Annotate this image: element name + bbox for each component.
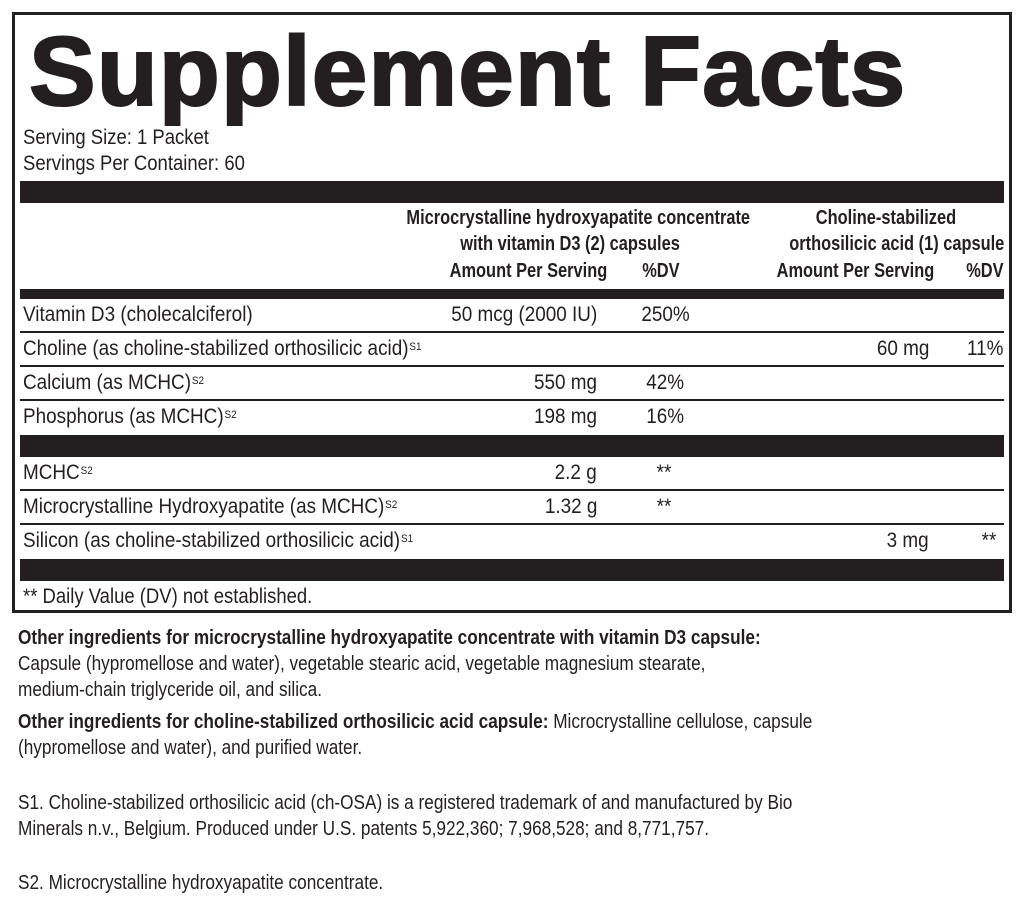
ingredient-name: Silicon (as choline-stabilized orthosili… xyxy=(23,529,414,552)
nutrient-row: Choline (as choline-stabilized orthosili… xyxy=(20,333,1004,367)
serving-size: Serving Size: 1 Packet xyxy=(23,126,209,149)
group1-amount: 550 mg xyxy=(533,371,597,394)
other-ingredients-1-label: Other ingredients for microcrystalline h… xyxy=(18,627,761,649)
group1-dv: ** xyxy=(656,495,671,518)
group2-header-line1: Choline-stabilized xyxy=(815,207,956,229)
other-ingredients-2-line2: (hypromellose and water), and purified w… xyxy=(18,737,363,759)
ingredient-row: Silicon (as choline-stabilized orthosili… xyxy=(20,525,1004,557)
group2-amount: 3 mg xyxy=(886,529,929,552)
note-s1-line1: S1. Choline-stabilized orthosilicic acid… xyxy=(18,792,793,814)
note-s1-line2: Minerals n.v., Belgium. Produced under U… xyxy=(18,818,710,840)
group1-dv: 250% xyxy=(641,303,690,326)
group2-amount-header: Amount Per Serving xyxy=(776,260,934,282)
nutrient-row: Calcium (as MCHC)S2 550 mg 42% xyxy=(20,367,1004,401)
nutrient-name: Choline (as choline-stabilized orthosili… xyxy=(23,337,422,360)
nutrient-row: Vitamin D3 (cholecalciferol) 50 mcg (200… xyxy=(20,299,1004,333)
group1-amount: 2.2 g xyxy=(554,461,597,484)
group1-amount: 198 mg xyxy=(533,405,597,428)
ingredient-name: MCHCS2 xyxy=(23,461,93,484)
group2-amount: 60 mg xyxy=(876,337,929,360)
group1-amount: 50 mcg (2000 IU) xyxy=(450,303,597,326)
group1-header-line2: with vitamin D3 (2) capsules xyxy=(460,233,680,255)
group1-header-line1: Microcrystalline hydroxyapatite concentr… xyxy=(406,207,750,229)
nutrient-row: Phosphorus (as MCHC)S2 198 mg 16% xyxy=(20,401,1004,433)
group1-dv: ** xyxy=(656,461,671,484)
group2-header-line2: orthosilicic acid (1) capsule xyxy=(788,233,1004,255)
other-ingredients-1-line1: Capsule (hypromellose and water), vegeta… xyxy=(18,653,706,675)
ingredient-name: Microcrystalline Hydroxyapatite (as MCHC… xyxy=(23,495,398,518)
other-ingredients-2: Other ingredients for choline-stabilized… xyxy=(18,711,813,733)
thick-divider-header xyxy=(20,289,1004,299)
supplement-facts-panel: Supplement Facts Serving Size: 1 Packet … xyxy=(12,12,1012,613)
ingredient-row: Microcrystalline Hydroxyapatite (as MCHC… xyxy=(20,491,1004,525)
nutrient-name: Vitamin D3 (cholecalciferol) xyxy=(23,303,253,326)
nutrient-name: Calcium (as MCHC)S2 xyxy=(23,371,205,394)
nutrient-name: Phosphorus (as MCHC)S2 xyxy=(23,405,237,428)
thick-divider-bottom xyxy=(20,559,1004,581)
group1-dv-header: %DV xyxy=(642,260,680,282)
group2-dv: ** xyxy=(981,529,996,552)
group1-amount: 1.32 g xyxy=(544,495,597,518)
group2-dv-header: %DV xyxy=(966,260,1004,282)
ingredient-row: MCHCS2 2.2 g ** xyxy=(20,457,1004,491)
other-ingredients-1-line2: medium-chain triglyceride oil, and silic… xyxy=(18,679,322,701)
servings-per-container: Servings Per Container: 60 xyxy=(23,152,245,175)
thick-divider-top xyxy=(20,181,1004,203)
note-s2: S2. Microcrystalline hydroxyapatite conc… xyxy=(18,872,384,894)
group2-dv: 11% xyxy=(966,337,1003,360)
thick-divider-middle xyxy=(20,435,1004,457)
dv-footnote: ** Daily Value (DV) not established. xyxy=(23,585,313,608)
group1-dv: 16% xyxy=(646,405,684,428)
panel-title: Supplement Facts xyxy=(28,16,907,126)
group1-amount-header: Amount Per Serving xyxy=(449,260,607,282)
group1-dv: 42% xyxy=(646,371,684,394)
